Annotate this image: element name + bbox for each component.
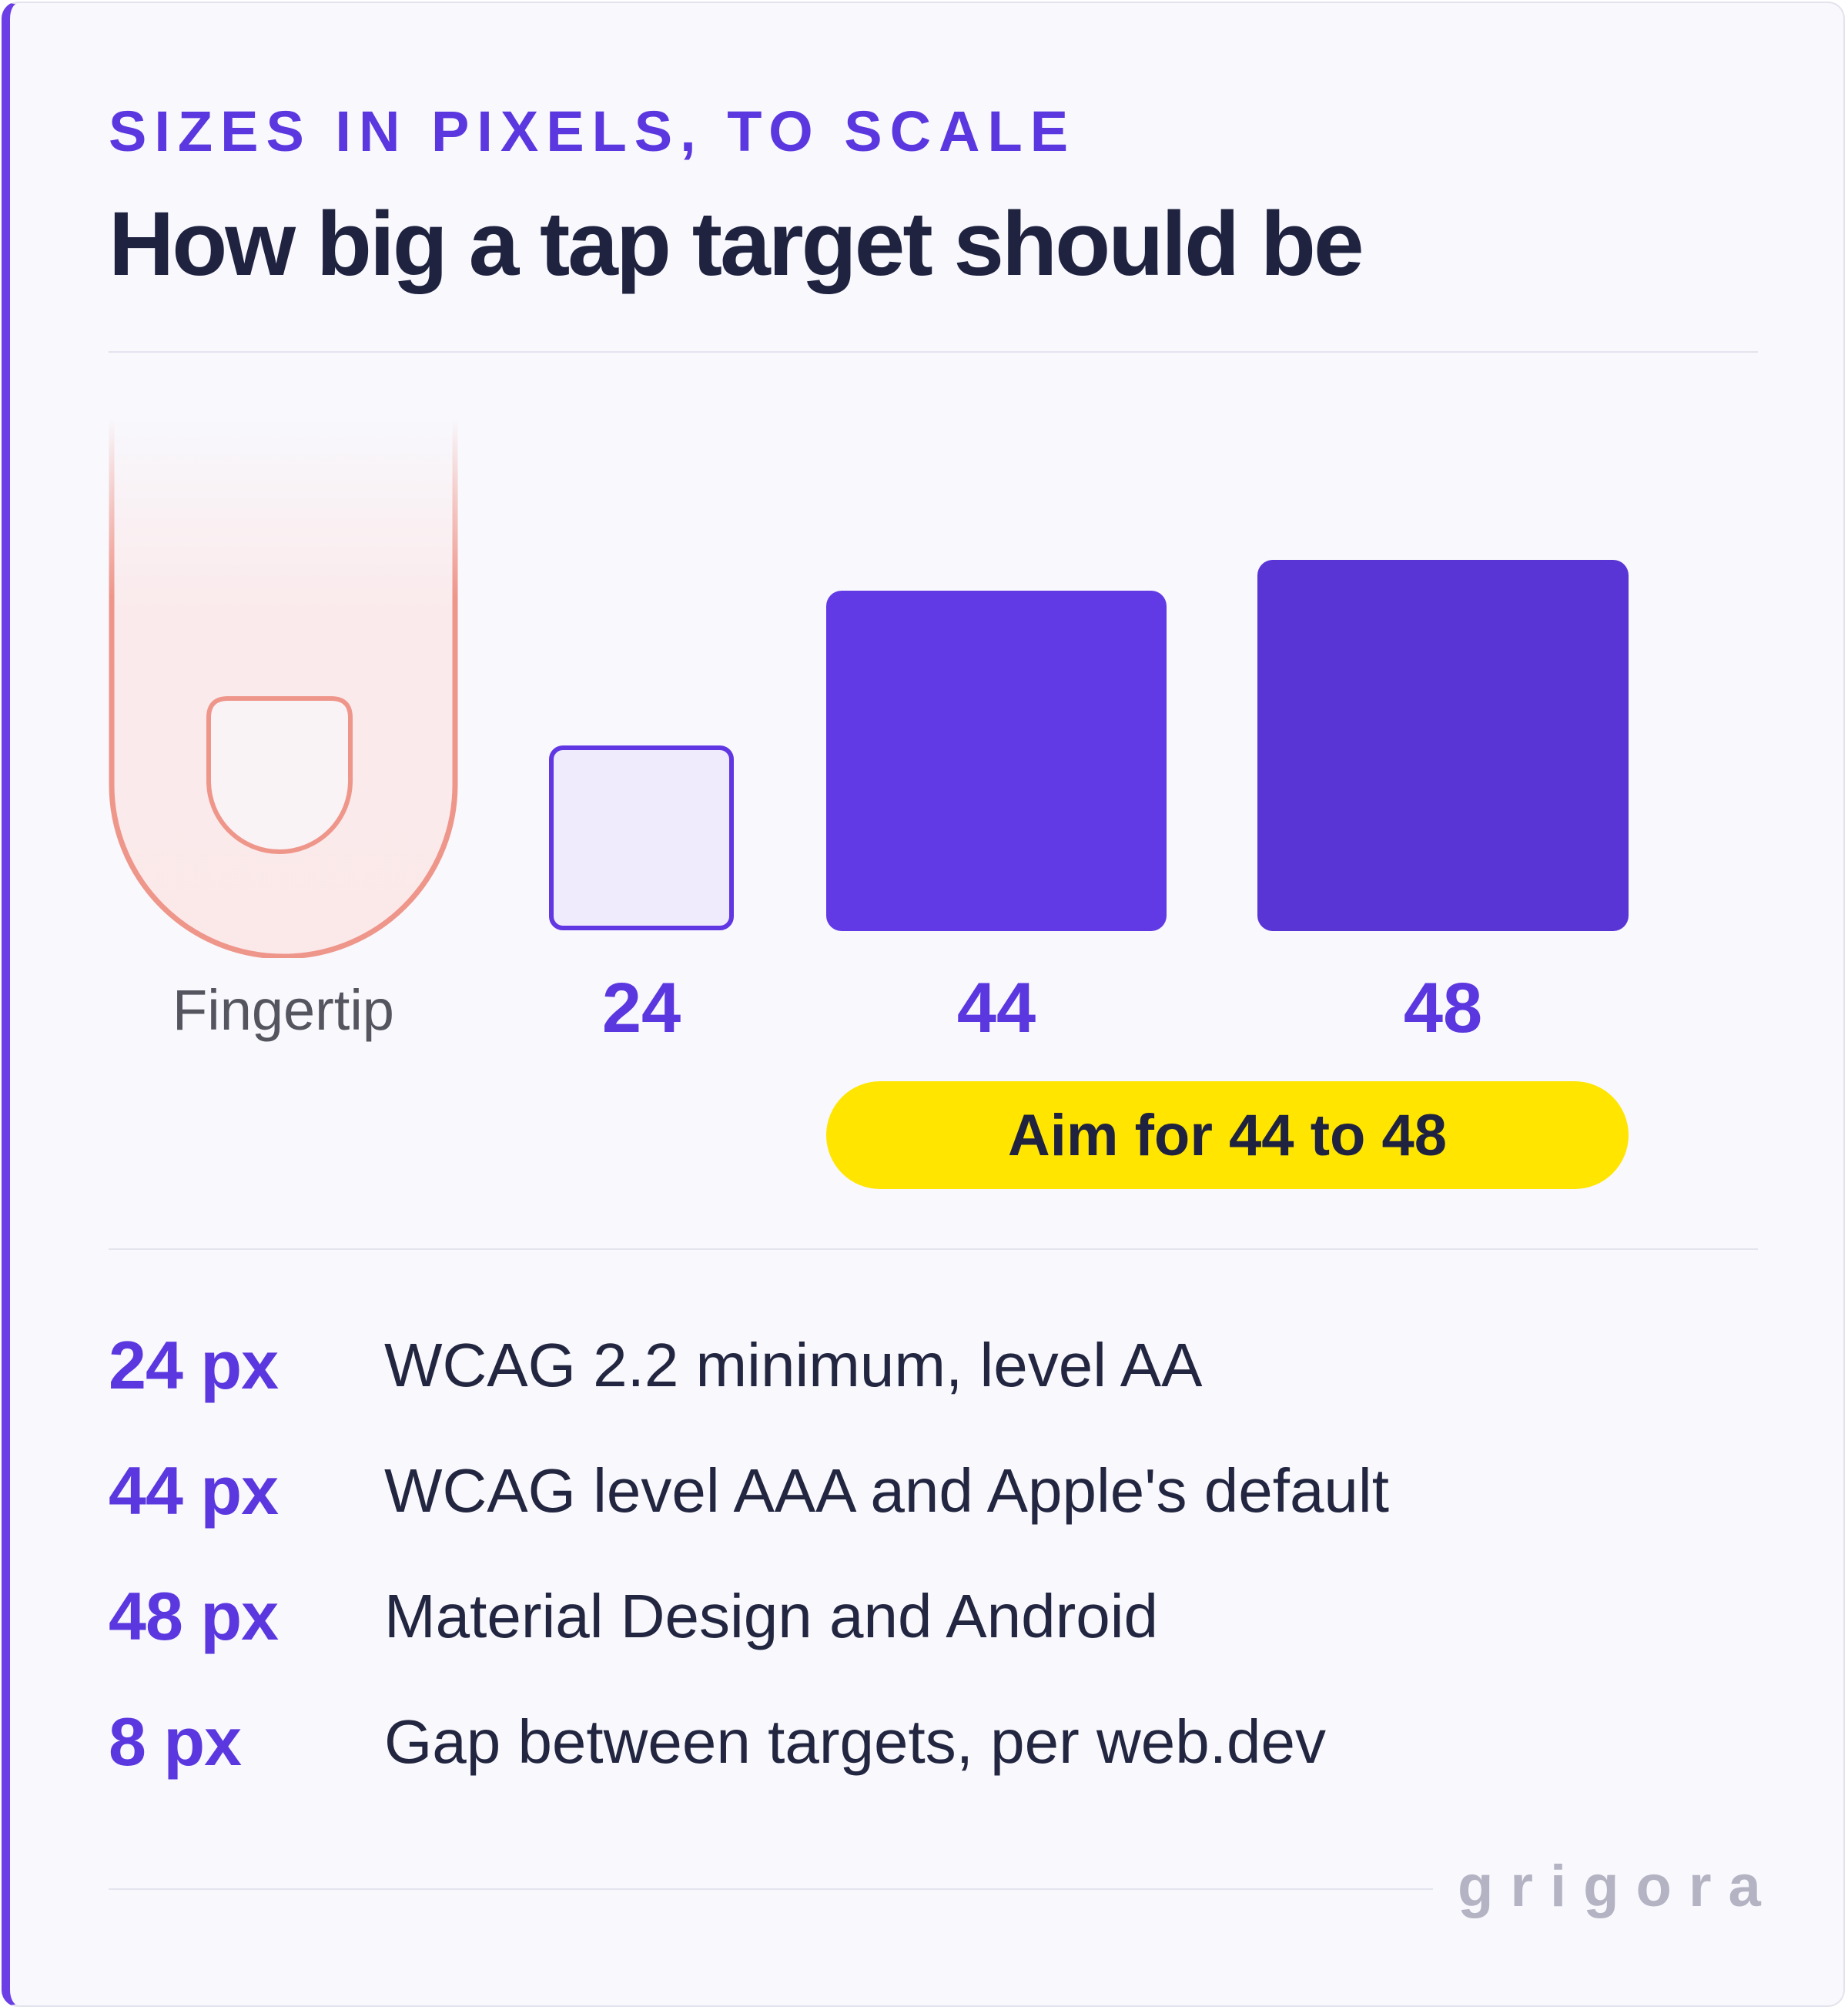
divider-top [109, 351, 1758, 353]
spec-description: Material Design and Android [384, 1582, 1159, 1650]
eyebrow-label: SIZES IN PIXELS, TO SCALE [109, 99, 1076, 163]
target-48-swatch [1257, 560, 1629, 931]
spec-description: WCAG level AAA and Apple's default [384, 1456, 1389, 1525]
fingertip-label: Fingertip [172, 978, 394, 1042]
target-44-label: 44 [956, 969, 1036, 1047]
spec-value: 44 px [109, 1452, 279, 1529]
spec-value: 48 px [109, 1578, 279, 1654]
spec-value: 8 px [109, 1703, 242, 1780]
spec-value: 24 px [109, 1327, 279, 1403]
target-24-swatch [549, 745, 734, 930]
target-48-label: 48 [1403, 969, 1483, 1047]
spec-description: WCAG 2.2 minimum, level AA [384, 1331, 1203, 1399]
divider-middle [109, 1248, 1758, 1250]
spec-row-24: 24 px WCAG 2.2 minimum, level AA [109, 1323, 1203, 1408]
page-title: How big a tap target should be [109, 193, 1364, 295]
fingertip-icon [109, 419, 458, 958]
fingernail-icon [206, 696, 353, 854]
target-44-swatch [826, 591, 1167, 931]
recommendation-badge: Aim for 44 to 48 [826, 1081, 1629, 1189]
brand-logo: grigora [1458, 1854, 1778, 1919]
spec-row-48: 48 px Material Design and Android [109, 1574, 1158, 1659]
spec-row-8: 8 px Gap between targets, per web.dev [109, 1700, 1326, 1784]
target-24-label: 24 [601, 969, 681, 1047]
divider-bottom [109, 1888, 1433, 1890]
spec-row-44: 44 px WCAG level AAA and Apple's default [109, 1449, 1389, 1533]
spec-description: Gap between targets, per web.dev [384, 1707, 1326, 1776]
